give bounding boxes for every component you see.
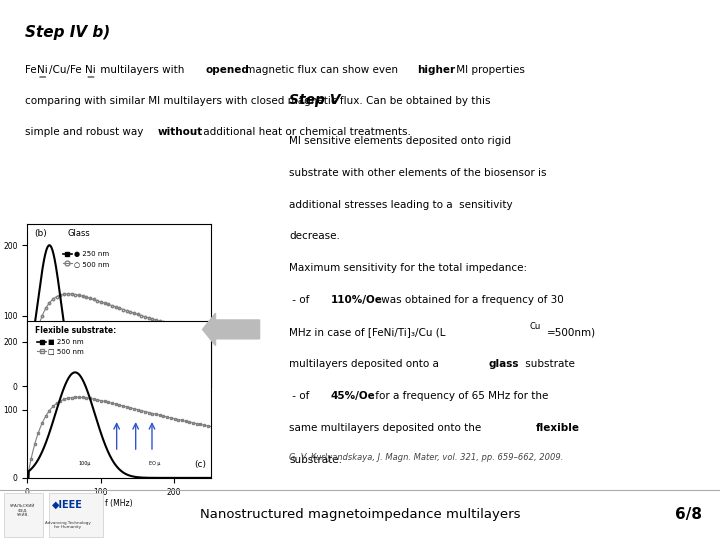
Text: Step V: Step V [289, 93, 341, 107]
Text: - of: - of [289, 295, 313, 305]
Text: additional heat or chemical treatments.: additional heat or chemical treatments. [199, 127, 410, 137]
Legend: ■ 250 nm, □ 500 nm: ■ 250 nm, □ 500 nm [35, 336, 86, 357]
FancyBboxPatch shape [49, 493, 103, 537]
Text: Ni: Ni [37, 65, 48, 75]
Text: higher: higher [417, 65, 455, 75]
Text: decrease.: decrease. [289, 232, 341, 241]
Text: /Cu/Fe: /Cu/Fe [49, 65, 81, 75]
Text: substrate with other elements of the biosensor is: substrate with other elements of the bio… [289, 167, 547, 178]
Text: MI properties: MI properties [453, 65, 525, 75]
Text: ◆IEEE: ◆IEEE [53, 500, 83, 510]
Text: =500nm): =500nm) [546, 327, 595, 337]
Text: multilayers deposited onto a: multilayers deposited onto a [289, 359, 443, 369]
Text: Advancing Technology
for Humanity: Advancing Technology for Humanity [45, 521, 91, 529]
Text: without: without [158, 127, 203, 137]
FancyBboxPatch shape [4, 493, 43, 537]
Text: Glass: Glass [68, 229, 91, 238]
FancyArrow shape [202, 313, 260, 346]
Text: for a frequency of 65 MHz for the: for a frequency of 65 MHz for the [372, 391, 548, 401]
Text: additional stresses leading to a  sensitivity: additional stresses leading to a sensiti… [289, 199, 513, 210]
Text: MHz in case of [FeNi/Ti]₃/Cu (L: MHz in case of [FeNi/Ti]₃/Cu (L [289, 327, 446, 337]
Text: G. V. Kurlyandskaya, J. Magn. Mater, vol. 321, pp. 659–662, 2009.: G. V. Kurlyandskaya, J. Magn. Mater, vol… [289, 454, 564, 462]
Text: substrate.: substrate. [289, 455, 343, 464]
Text: Step IV b): Step IV b) [25, 25, 110, 40]
Text: MI sensitive elements deposited onto rigid: MI sensitive elements deposited onto rig… [289, 136, 511, 146]
Text: Maximum sensitivity for the total impedance:: Maximum sensitivity for the total impeda… [289, 264, 528, 273]
Text: magnetic flux can show even: magnetic flux can show even [242, 65, 401, 75]
Text: (b): (b) [35, 229, 48, 238]
Text: simple and robust way: simple and robust way [25, 127, 147, 137]
Text: (c): (c) [194, 460, 207, 469]
X-axis label: f (MHz): f (MHz) [105, 500, 133, 508]
Text: - of: - of [289, 391, 313, 401]
Text: opened: opened [206, 65, 250, 75]
Legend: ● 250 nm, ○ 500 nm: ● 250 nm, ○ 500 nm [60, 248, 112, 269]
Text: Fe: Fe [25, 65, 37, 75]
Text: multilayers with: multilayers with [97, 65, 188, 75]
Text: flexible: flexible [536, 423, 580, 433]
Text: substrate: substrate [523, 359, 575, 369]
Text: Flexible substrate:: Flexible substrate: [35, 326, 116, 335]
Text: 110%/Oe: 110%/Oe [330, 295, 382, 305]
Text: Ni: Ni [85, 65, 96, 75]
Text: was obtained for a frequency of 30: was obtained for a frequency of 30 [379, 295, 564, 305]
Text: glass: glass [488, 359, 518, 369]
Text: 45%/Oe: 45%/Oe [330, 391, 375, 401]
Text: УРАЛЬСКИЙ
ФЕД.
УНИВ.: УРАЛЬСКИЙ ФЕД. УНИВ. [10, 504, 36, 517]
Text: 6/8: 6/8 [675, 507, 702, 522]
Text: Nanostructured magnetoimpedance multilayers: Nanostructured magnetoimpedance multilay… [199, 508, 521, 521]
Text: Cu: Cu [529, 322, 541, 332]
Text: same multilayers deposited onto the: same multilayers deposited onto the [289, 423, 485, 433]
FancyArrowPatch shape [208, 324, 257, 335]
Text: comparing with similar MI multilayers with closed magnetic flux. Can be obtained: comparing with similar MI multilayers wi… [25, 96, 490, 106]
